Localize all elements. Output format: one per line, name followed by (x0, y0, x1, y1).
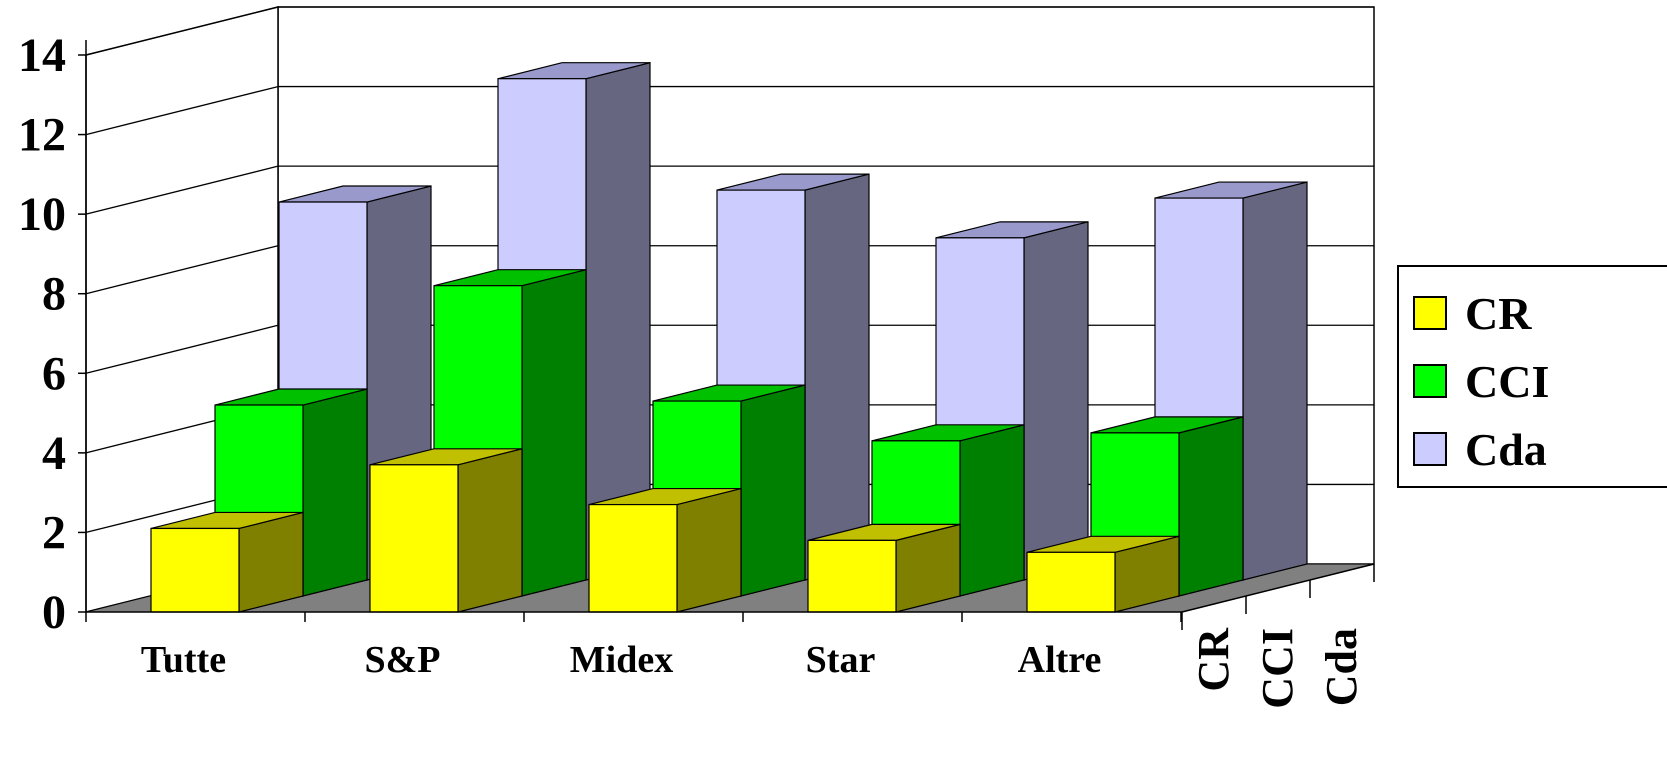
x-tick-label: Star (806, 639, 876, 681)
y-tick-label: 10 (18, 188, 66, 241)
gridline-side (85, 165, 279, 215)
y-tick-label: 6 (42, 347, 66, 400)
legend: CR CCI Cda (1397, 265, 1667, 488)
bar-side-cci-0 (302, 388, 368, 597)
gridline-side (85, 245, 279, 295)
depth-label-cr: CR (1189, 627, 1238, 692)
bar-side-cci-2 (740, 384, 806, 597)
y-tick-label: 14 (18, 29, 66, 82)
bar-side-cci-3 (959, 424, 1025, 597)
gridline-side (85, 6, 279, 56)
y-tick-label: 8 (42, 268, 66, 321)
x-tick-label: Tutte (141, 639, 226, 681)
legend-swatch-cci (1413, 364, 1447, 398)
x-tick-label: Altre (1018, 639, 1102, 681)
bar-side-cci-4 (1178, 416, 1244, 597)
y-tick-label: 0 (42, 586, 66, 639)
x-tick-label: S&P (365, 639, 441, 681)
bar-cr-3 (807, 539, 897, 613)
bar-side-cda-2 (804, 173, 870, 581)
bar-side-cda-3 (1023, 221, 1089, 581)
bar-side-cda-4 (1242, 181, 1308, 581)
legend-label-cda: Cda (1465, 423, 1547, 475)
y-tick-label: 2 (42, 506, 66, 559)
gridline-side (85, 324, 279, 374)
bar-side-cr-1 (457, 448, 523, 613)
bar-side-cci-1 (521, 268, 587, 597)
y-tick-label: 4 (42, 427, 66, 480)
bar-cr-1 (369, 464, 459, 613)
legend-item-cr: CR (1413, 283, 1531, 343)
legend-swatch-cda (1413, 432, 1447, 466)
bar-cr-0 (150, 527, 240, 613)
legend-item-cci: CCI (1413, 351, 1549, 411)
depth-label-cci: CCI (1253, 628, 1302, 709)
legend-label-cr: CR (1465, 287, 1532, 339)
legend-swatch-cr (1413, 296, 1447, 330)
bar-cr-2 (588, 503, 678, 613)
depth-axis (1181, 563, 1375, 613)
bar-side-cr-2 (676, 487, 742, 613)
y-tick-label: 12 (18, 109, 66, 162)
bar-side-cr-0 (238, 511, 304, 613)
legend-item-cda: Cda (1413, 419, 1547, 479)
depth-label-cda: Cda (1317, 628, 1366, 706)
gridline-side (85, 85, 279, 136)
x-tick-label: Midex (570, 639, 673, 681)
bar-cr-4 (1026, 551, 1116, 613)
legend-label-cci: CCI (1465, 355, 1550, 407)
